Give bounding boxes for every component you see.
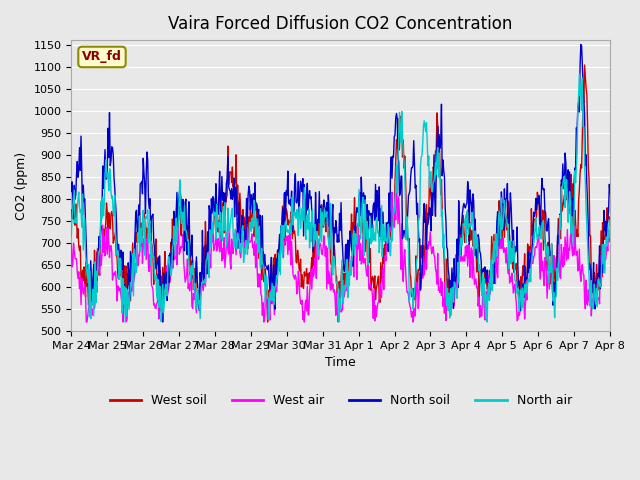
Text: VR_fd: VR_fd xyxy=(82,50,122,63)
North air xyxy=(133,250,141,255)
North soil xyxy=(216,219,224,225)
North soil xyxy=(407,173,415,179)
West air xyxy=(216,243,224,249)
North air xyxy=(122,319,129,325)
North soil xyxy=(159,319,166,325)
West air xyxy=(77,302,85,308)
West soil xyxy=(216,222,223,228)
North soil xyxy=(67,189,75,194)
North air xyxy=(606,222,614,228)
Title: Vaira Forced Diffusion CO2 Concentration: Vaira Forced Diffusion CO2 Concentration xyxy=(168,15,513,33)
North soil xyxy=(422,246,430,252)
North air xyxy=(77,206,85,212)
North air xyxy=(422,120,430,126)
Legend: West soil, West air, North soil, North air: West soil, West air, North soil, North a… xyxy=(104,389,577,412)
Line: West air: West air xyxy=(71,190,610,322)
North soil xyxy=(77,133,85,139)
North soil xyxy=(577,42,585,48)
Line: North soil: North soil xyxy=(71,45,610,322)
North soil xyxy=(188,232,196,238)
West soil xyxy=(264,319,271,325)
West soil xyxy=(606,214,614,220)
West soil xyxy=(188,278,195,284)
West soil xyxy=(580,62,588,68)
West soil xyxy=(132,233,140,239)
West air xyxy=(393,187,401,192)
North air xyxy=(575,71,583,77)
North soil xyxy=(606,190,614,196)
North soil xyxy=(132,207,140,213)
West air xyxy=(424,242,431,248)
West air xyxy=(133,242,141,248)
West air xyxy=(606,237,614,242)
West soil xyxy=(77,276,85,282)
Y-axis label: CO2 (ppm): CO2 (ppm) xyxy=(15,151,28,219)
West air xyxy=(67,241,75,247)
North air xyxy=(67,234,75,240)
West soil xyxy=(422,202,430,207)
X-axis label: Time: Time xyxy=(325,356,356,369)
North air xyxy=(216,209,224,215)
West soil xyxy=(407,275,415,280)
Line: North air: North air xyxy=(71,74,610,322)
North air xyxy=(407,291,415,297)
North air xyxy=(188,263,196,269)
West air xyxy=(188,303,196,309)
West air xyxy=(83,319,90,325)
West air xyxy=(408,314,415,320)
Line: West soil: West soil xyxy=(71,65,610,322)
West soil xyxy=(67,207,75,213)
